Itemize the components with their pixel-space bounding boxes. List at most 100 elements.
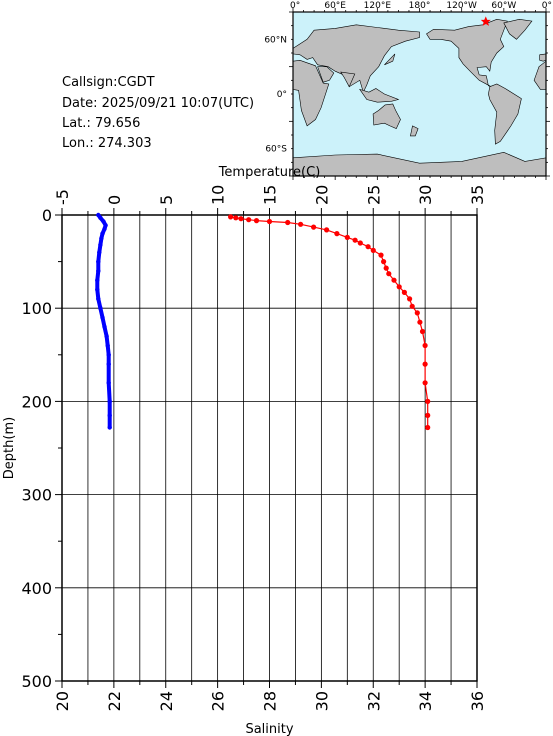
map-lon-label: 60°E: [324, 1, 346, 11]
salinity-data-point: [365, 244, 371, 250]
salinity-data-point: [324, 227, 330, 233]
salinity-data-point: [425, 412, 431, 418]
temperature-data-point: [98, 242, 103, 247]
temperature-data-point: [96, 259, 101, 264]
salinity-data-point: [246, 217, 252, 223]
salinity-data-point: [285, 219, 291, 226]
temperature-data-point: [107, 413, 112, 418]
salinity-data-point: [228, 214, 234, 220]
temperature-tick-label: 20: [312, 185, 331, 205]
land-arabia: [317, 66, 335, 83]
map-lat-label: 60°N: [264, 35, 287, 45]
temperature-data-point: [96, 296, 101, 302]
temperature-data-point: [106, 352, 111, 357]
temperature-data-point: [107, 399, 112, 404]
map-lon-label: 0°: [542, 1, 552, 11]
latitude-text: Lat.: 79.656: [62, 116, 140, 131]
temperature-data-point: [98, 215, 103, 220]
temperature-data-point: [106, 380, 111, 385]
salinity-series: [228, 214, 431, 431]
salinity-data-point: [396, 284, 402, 290]
station-marker: [480, 16, 491, 26]
depth-tick-label: 0: [42, 206, 52, 225]
salinity-tick-label: 22: [105, 691, 124, 711]
temperature-data-point: [102, 226, 107, 232]
temperature-tick-label: 15: [261, 185, 280, 205]
temperature-data-point: [104, 334, 109, 339]
world-map: [289, 8, 550, 180]
temperature-data-point: [107, 425, 112, 430]
salinity-data-point: [425, 398, 431, 404]
land-australia: [372, 103, 401, 129]
salinity-tick-label: 34: [416, 691, 435, 711]
land-india: [340, 71, 356, 88]
temperature-data-point: [98, 306, 103, 311]
depth-tick-label: 400: [21, 579, 52, 598]
salinity-data-point: [407, 296, 413, 302]
land-greenland: [503, 18, 533, 40]
salinity-data-point: [425, 424, 431, 431]
temperature-data-point: [101, 219, 106, 224]
temperature-tick-label: 25: [364, 185, 383, 205]
temperature-data-point: [100, 231, 105, 236]
depth-tick-label: 200: [21, 392, 52, 411]
salinity-data-point: [253, 218, 260, 224]
salinity-data-point: [370, 247, 376, 253]
salinity-data-point: [419, 328, 426, 335]
date-text: Date: 2025/09/21 10:07(UTC): [62, 96, 254, 111]
salinity-tick-label: 32: [364, 691, 383, 711]
depth-tick-label: 100: [21, 299, 52, 318]
map-lon-label: 180°: [409, 1, 431, 11]
salinity-data-point: [386, 271, 392, 277]
callsign-text: Callsign:CGDT: [62, 75, 155, 90]
salinity-data-point: [417, 319, 423, 325]
land-newzealand: [410, 125, 419, 137]
salinity-data-point: [266, 218, 273, 225]
temperature-data-point: [100, 315, 105, 320]
temperature-tick-label: 30: [416, 185, 435, 205]
station-info: Callsign:CGDT Date: 2025/09/21 10:07(UTC)…: [62, 75, 254, 151]
salinity-tick-label: 36: [468, 691, 487, 711]
salinity-tick-label: 28: [261, 691, 280, 711]
salinity-axis-label: Salinity: [245, 722, 293, 736]
temperature-tick-label: 35: [468, 185, 487, 205]
temperature-series-line: [95, 213, 112, 428]
salinity-data-point: [334, 231, 340, 237]
profile-chart: [55, 208, 478, 688]
depth-axis-label: Depth(m): [2, 417, 17, 479]
map-lon-label: 0°: [290, 1, 300, 11]
salinity-data-point: [311, 224, 317, 230]
temperature-tick-label: 5: [157, 195, 176, 205]
land-south-america: [488, 83, 522, 145]
land-iberia: [539, 53, 547, 62]
map-lon-label: 120°E: [364, 1, 392, 11]
map-lon-label: 120°W: [446, 1, 477, 11]
salinity-tick-label: 30: [312, 691, 331, 711]
temperature-data-point: [103, 223, 108, 228]
salinity-data-point: [298, 221, 304, 227]
salinity-tick-label: 24: [157, 691, 176, 711]
temperature-tick-label: 0: [105, 195, 124, 205]
salinity-series-line: [230, 216, 429, 428]
temperature-data-point: [102, 324, 107, 329]
salinity-tick-label: 20: [53, 691, 72, 711]
longitude-text: Lon.: 274.303: [62, 136, 152, 151]
temperature-data-point: [96, 268, 101, 274]
temperature-data-point: [95, 287, 100, 292]
map-lat-label: 60°S: [265, 145, 287, 155]
salinity-data-point: [344, 234, 350, 240]
salinity-data-point: [383, 265, 389, 271]
temperature-tick-label: 10: [209, 185, 228, 205]
salinity-data-point: [414, 310, 420, 316]
land-eurasia: [292, 24, 420, 94]
salinity-data-point: [401, 289, 407, 295]
salinity-data-point: [352, 237, 358, 243]
land-japan: [384, 53, 396, 66]
salinity-data-point: [422, 361, 428, 367]
salinity-data-point: [238, 216, 244, 222]
depth-tick-label: 500: [21, 672, 52, 691]
map-lon-label: 60°W: [491, 1, 516, 11]
salinity-data-point: [233, 215, 239, 221]
map-lat-label: 0°: [277, 90, 287, 100]
